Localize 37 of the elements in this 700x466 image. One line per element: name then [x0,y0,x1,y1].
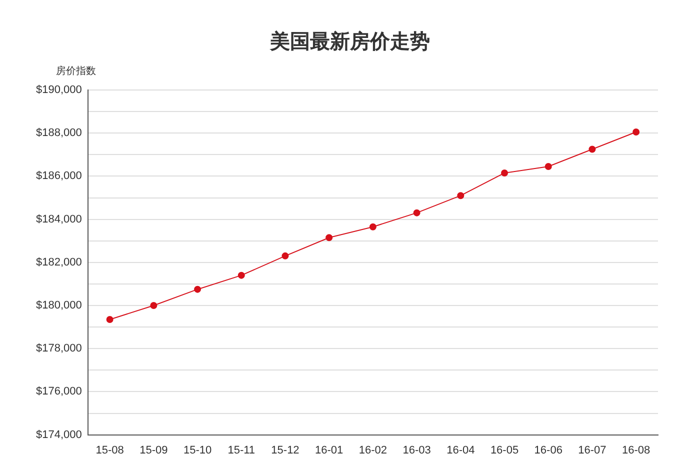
point [632,128,640,136]
x-tick-label: 16-01 [315,444,344,456]
point [282,252,289,260]
x-tick-label: 16-04 [446,444,475,456]
x-tick-label: 16-03 [402,444,431,456]
x-tick-label: 15-08 [96,444,124,456]
point [413,209,420,216]
y-tick-label: $182,000 [36,256,82,268]
point [588,146,596,153]
point [150,302,158,309]
y-tick-label: $190,000 [36,84,82,96]
point [544,163,552,170]
y-tick-label: $186,000 [36,170,82,182]
x-tick-label: 16-08 [622,444,650,456]
x-tick-label: 16-05 [490,444,519,456]
y-tick-label: $178,000 [36,342,82,355]
point [369,223,376,230]
point [501,169,508,176]
y-tick-label: $188,000 [36,127,82,140]
point [326,234,333,242]
x-tick-label: 15-09 [140,444,168,456]
x-tick-label: 16-06 [534,444,562,456]
chart-title: 美国最新房价走势 [268,28,431,55]
x-tick-label: 15-12 [271,444,300,456]
x-tick-label: 15-11 [228,444,256,456]
x-tick-label: 16-07 [578,444,606,456]
y-tick-label: $184,000 [36,213,82,226]
y-tick-label: $176,000 [36,386,82,398]
x-tick-label: 15-10 [183,444,212,456]
y-tick-label: $180,000 [36,300,82,312]
point [194,286,202,293]
point [238,272,245,279]
x-tick-label: 16-02 [358,444,388,456]
y-axis-title: 房价指数 [56,64,96,78]
y-tick-label: $174,000 [36,428,82,441]
point [106,316,114,324]
point [457,192,464,200]
